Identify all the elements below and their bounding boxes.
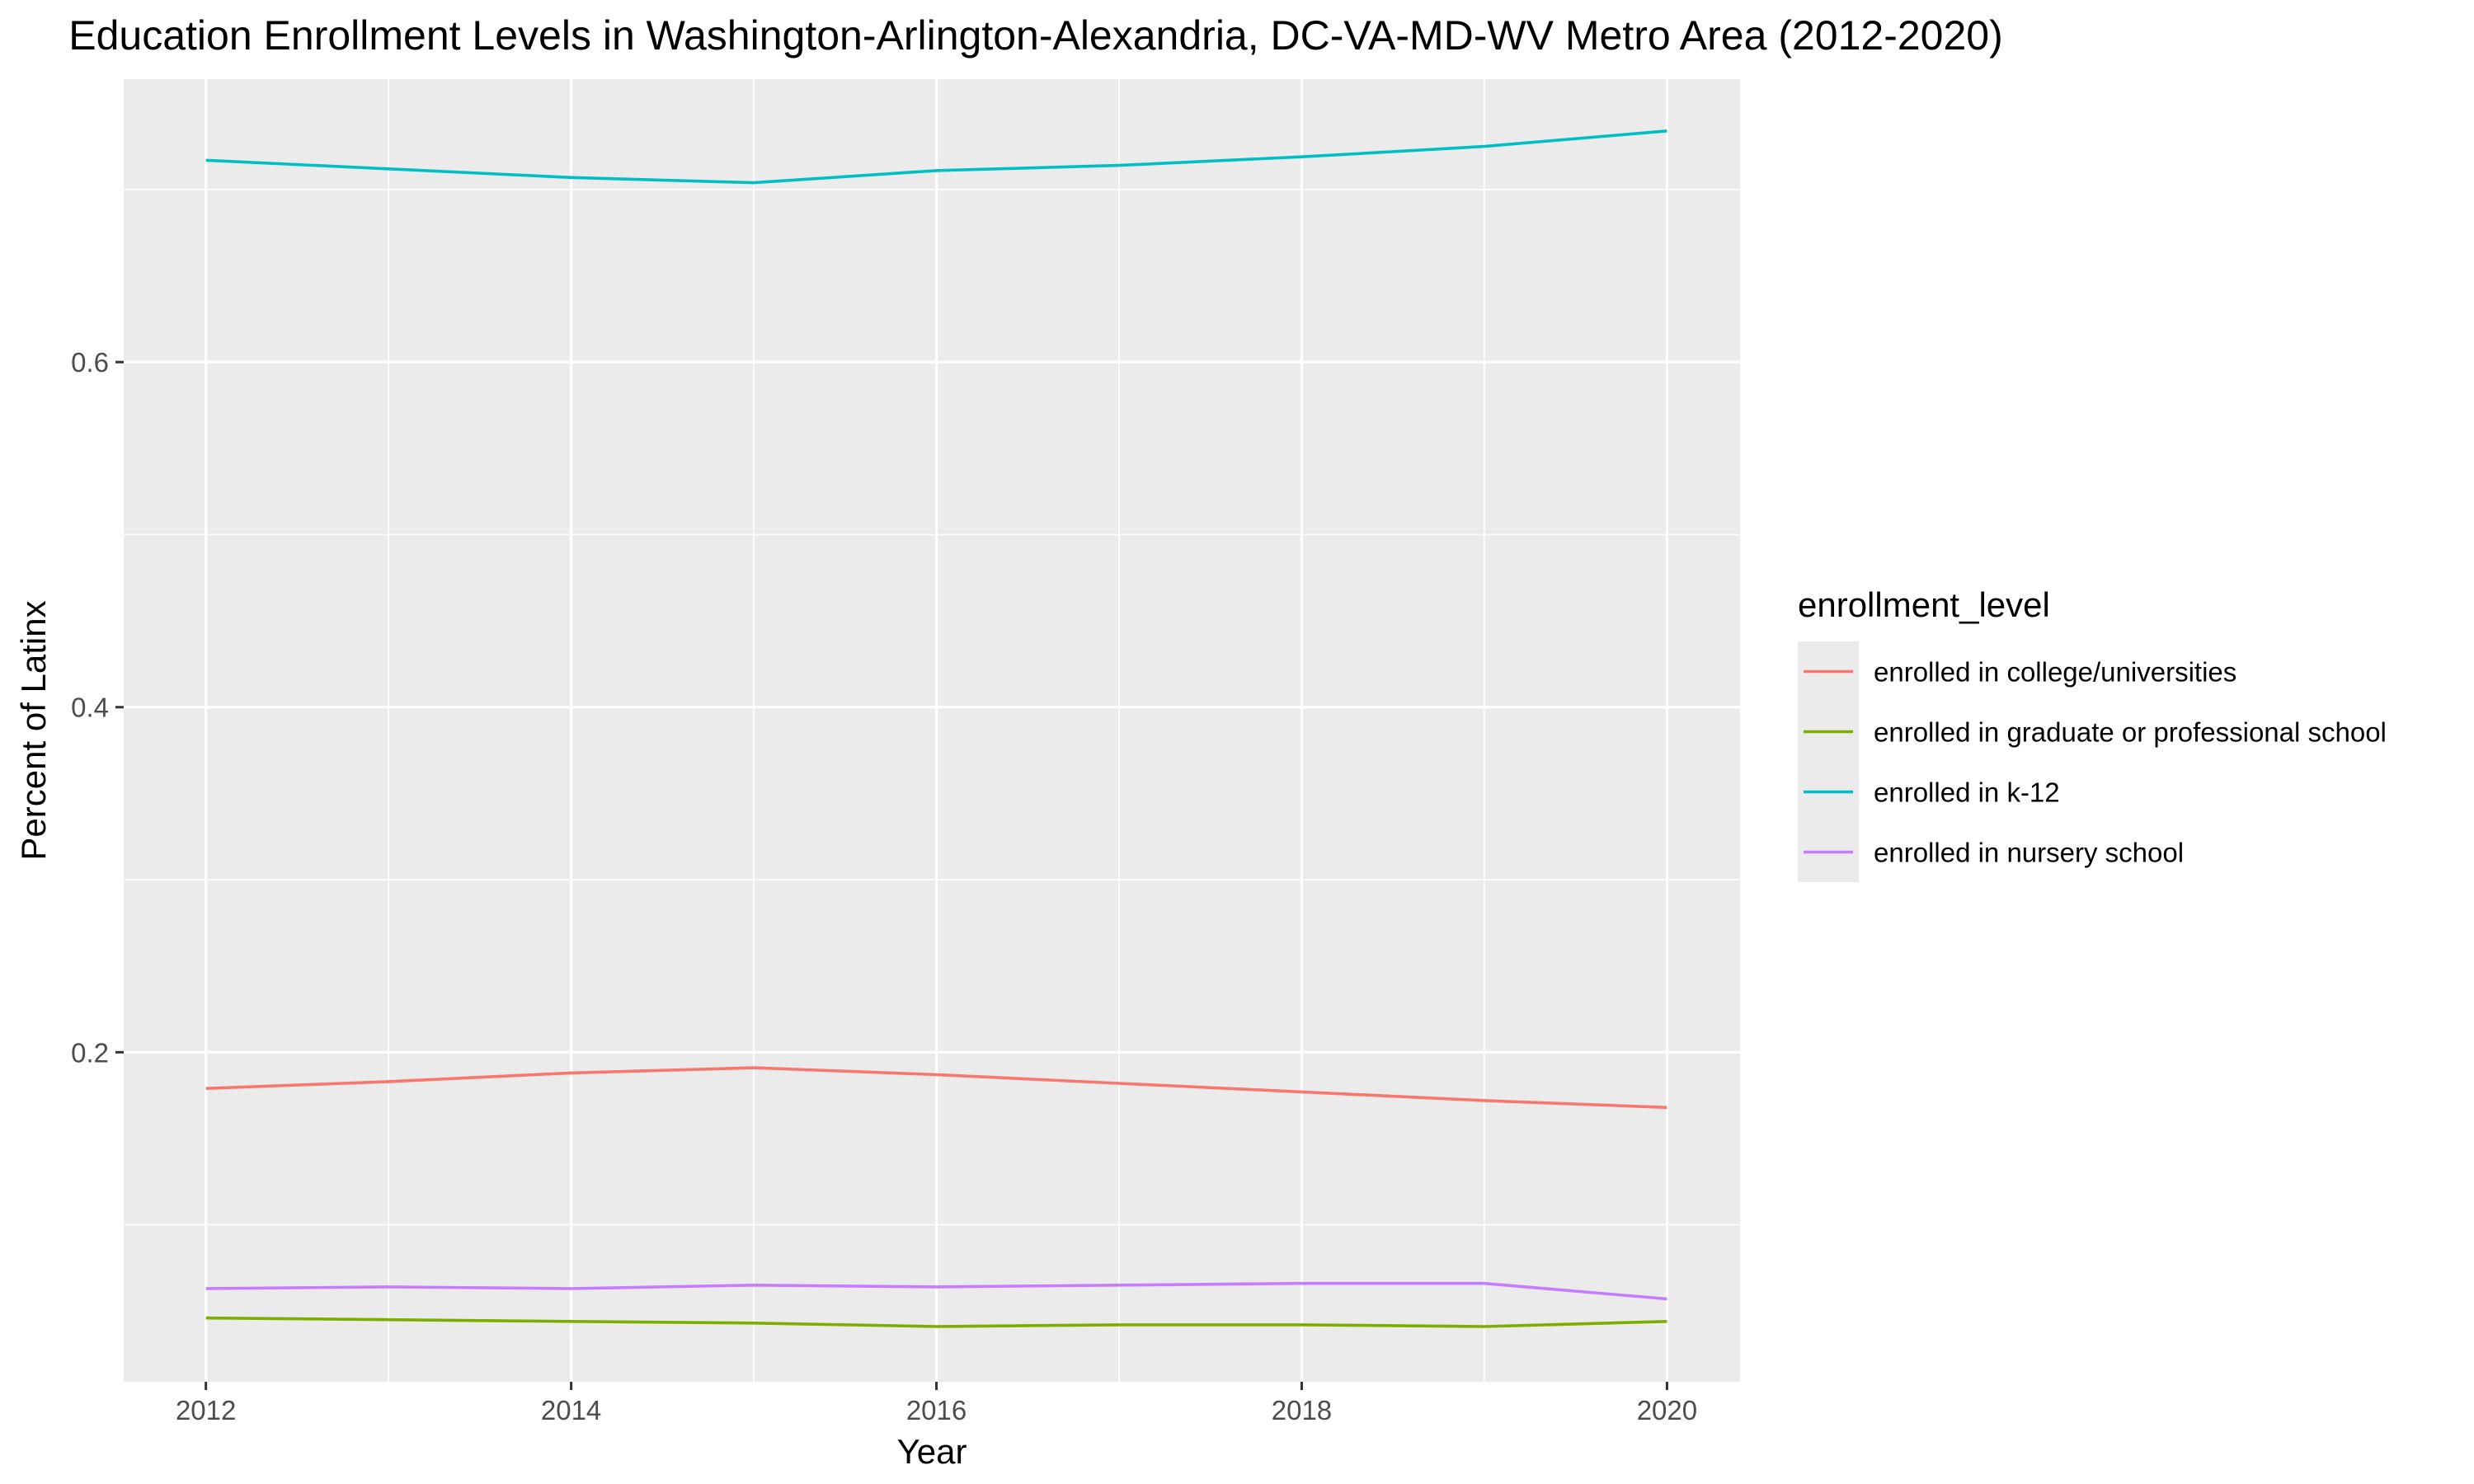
legend-label: enrolled in nursery school: [1874, 838, 2184, 868]
plot-panel: [124, 79, 1740, 1382]
y-tick-label: 0.4: [71, 693, 109, 723]
x-tick-label: 2014: [541, 1395, 601, 1425]
x-tick-label: 2012: [176, 1395, 236, 1425]
grid-lines: [124, 79, 1740, 1382]
series-line-3: [205, 1281, 1667, 1301]
chart-title: Education Enrollment Levels in Washingto…: [68, 12, 2002, 59]
series-line-0: [205, 1066, 1667, 1110]
legend: enrollment_level enrolled in college/uni…: [1798, 585, 2387, 882]
legend-label: enrolled in college/universities: [1874, 657, 2236, 688]
axes: 2012 2014 2016 2018 2020 0.2 0.4 0.6: [71, 347, 1697, 1425]
series-line-2: [205, 129, 1667, 185]
legend-label: enrolled in graduate or professional sch…: [1874, 717, 2387, 748]
x-tick-label: 2016: [906, 1395, 967, 1425]
y-tick-label: 0.2: [71, 1037, 109, 1068]
y-tick-label: 0.6: [71, 347, 109, 378]
x-tick-label: 2020: [1637, 1395, 1697, 1425]
series-line-1: [205, 1316, 1667, 1328]
series-lines: [205, 129, 1667, 1328]
legend-label: enrolled in k-12: [1874, 777, 2060, 808]
x-axis-title: Year: [897, 1432, 967, 1471]
legend-title: enrollment_level: [1798, 585, 2050, 624]
x-tick-label: 2018: [1272, 1395, 1332, 1425]
y-axis-title: Percent of Latinx: [14, 600, 53, 860]
